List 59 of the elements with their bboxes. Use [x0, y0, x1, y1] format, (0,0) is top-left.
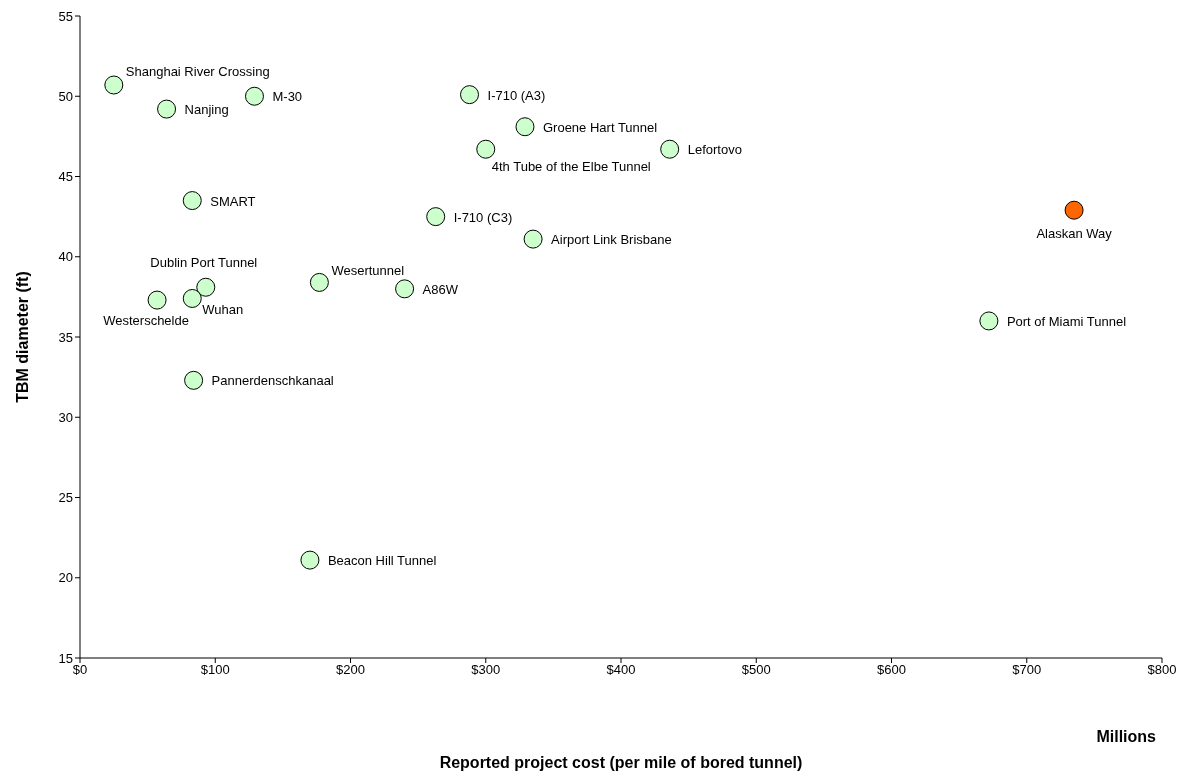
annotation: Nanjing — [184, 102, 229, 118]
y-tick-label: 40 — [58, 249, 73, 265]
annotation: Alaskan Way — [1036, 226, 1113, 242]
y-tick-label: 55 — [58, 8, 73, 24]
y-tick-label: 20 — [58, 570, 73, 586]
x-axis-title: Reported project cost (per mile of bored tunnel) — [439, 754, 803, 771]
annotation: I-710 (A3) — [487, 87, 546, 103]
y-tick-label: 35 — [58, 329, 73, 345]
annotation: 4th Tube of the Elbe Tunnel — [491, 159, 651, 175]
point — [460, 85, 480, 105]
annotation: Shanghai River Crossing — [125, 64, 270, 80]
point — [476, 139, 496, 159]
annotation: Lefortovo — [687, 142, 742, 158]
annotation: Airport Link Brisbane — [551, 232, 672, 248]
y-tick-label: 30 — [58, 409, 73, 425]
x-tick-label: $0 — [72, 662, 88, 678]
annotation: Pannerdenschkanaal — [211, 373, 334, 389]
point — [1064, 200, 1084, 220]
point — [395, 279, 415, 299]
annotation: Wesertunnel — [331, 263, 405, 279]
point — [309, 272, 329, 292]
y-axis-title: TBM diameter (ft) — [13, 271, 31, 403]
annotation: I-710 (C3) — [453, 209, 513, 225]
point — [300, 550, 320, 570]
annotation: Westerschelde — [103, 313, 189, 329]
point — [660, 139, 680, 159]
y-tick-label: 50 — [58, 88, 73, 104]
annotation: SMART — [210, 193, 256, 209]
x-tick-label: $400 — [606, 662, 636, 678]
x-tick-label: $100 — [200, 662, 230, 678]
point — [426, 207, 446, 227]
x-tick-label: $700 — [1012, 662, 1042, 678]
point — [979, 311, 999, 331]
annotation: A86W — [422, 281, 459, 297]
point — [157, 99, 177, 119]
y-tick-label: 15 — [58, 650, 73, 666]
annotation: Beacon Hill Tunnel — [327, 553, 437, 569]
point — [196, 277, 216, 297]
y-tick-label: 45 — [58, 169, 73, 185]
point — [515, 117, 535, 137]
x-tick-label: $600 — [877, 662, 906, 678]
annotation: Groene Hart Tunnel — [542, 119, 658, 135]
annotation: Dublin Port Tunnel — [150, 255, 258, 271]
point — [182, 288, 202, 308]
point — [184, 370, 204, 390]
point — [147, 290, 167, 310]
x-tick-label: $200 — [336, 662, 365, 678]
point — [523, 229, 543, 249]
point — [244, 86, 264, 106]
x-tick-label: $800 — [1147, 662, 1177, 678]
annotation: M-30 — [272, 89, 303, 105]
point — [104, 75, 124, 95]
point — [182, 191, 202, 211]
y-tick-label: 25 — [58, 490, 73, 506]
x-tick-label: $500 — [741, 662, 771, 678]
annotation: Port of Miami Tunnel — [1006, 313, 1127, 329]
x-tick-label: $300 — [471, 662, 501, 678]
annotation: Wuhan — [202, 302, 244, 318]
text: Millions — [1096, 728, 1157, 745]
